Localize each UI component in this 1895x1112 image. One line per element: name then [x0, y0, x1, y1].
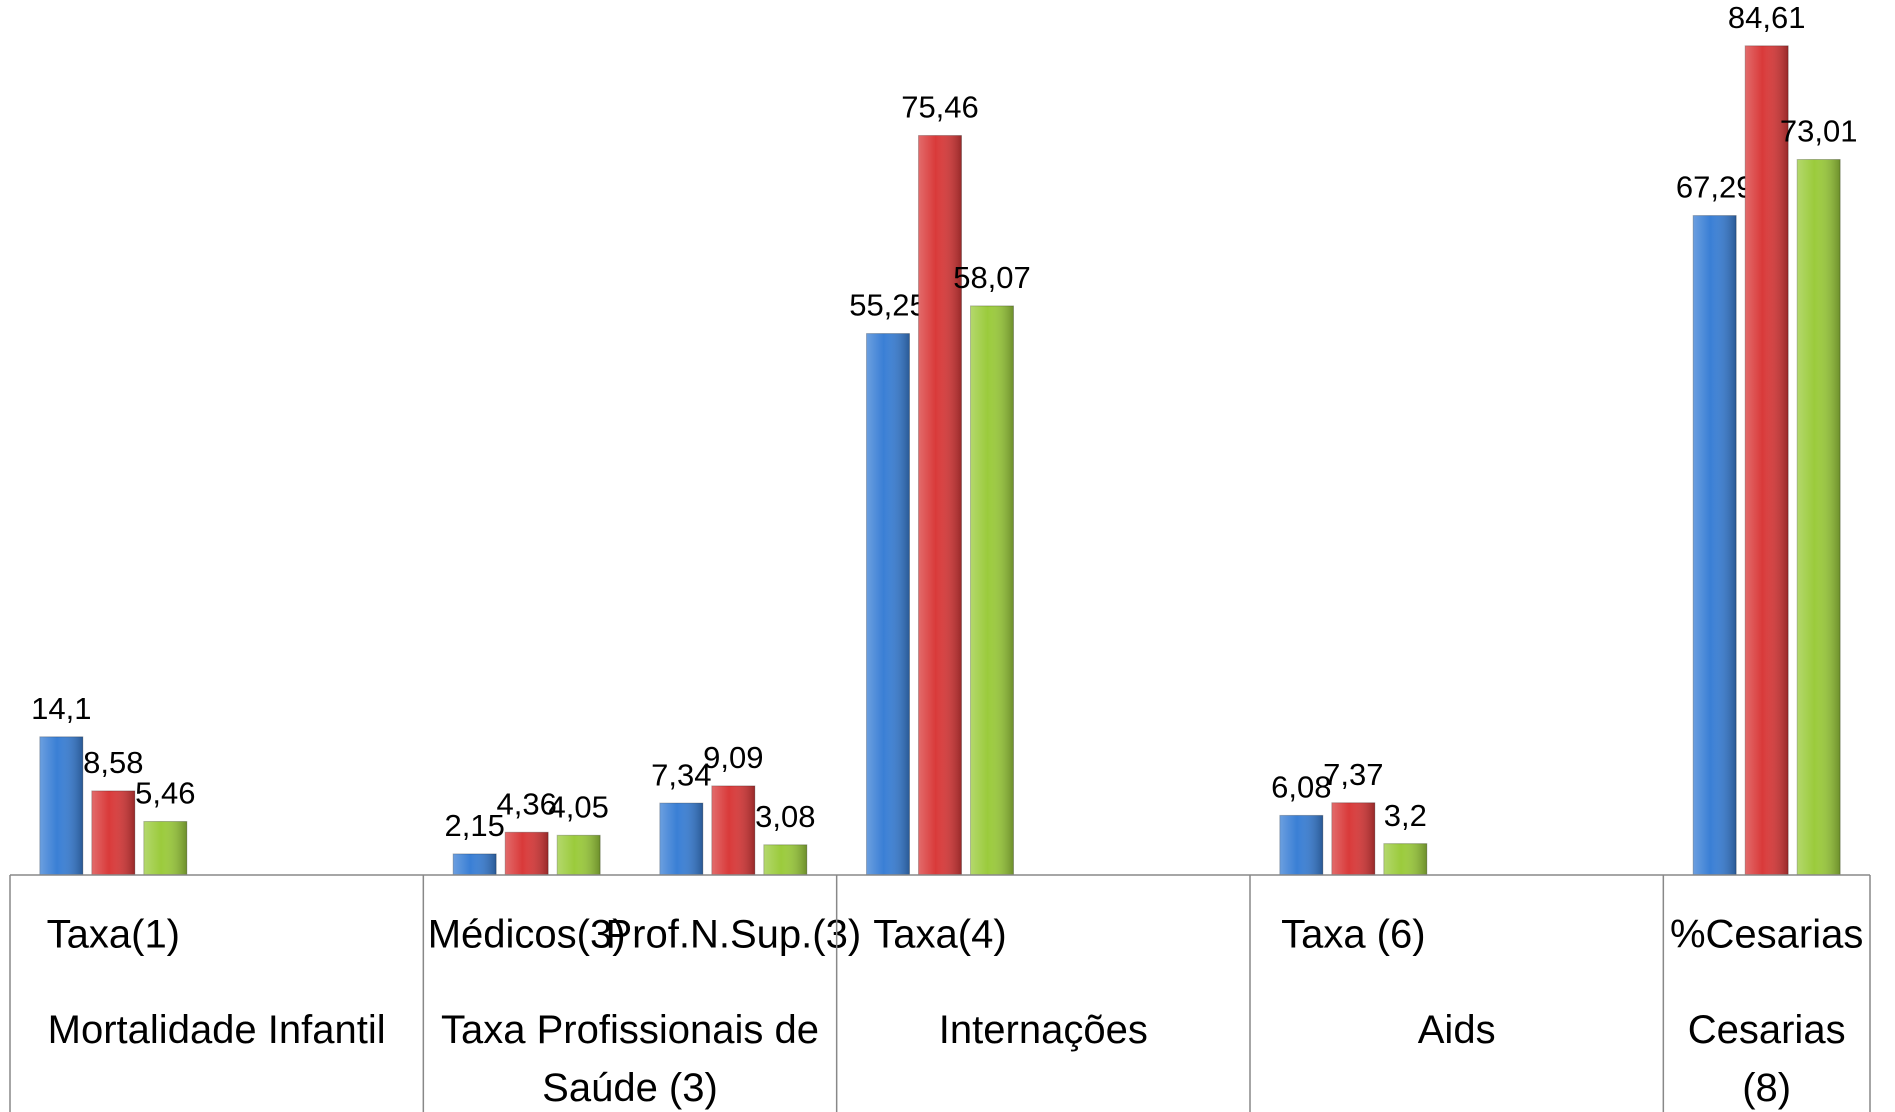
data-label: 55,25	[849, 288, 927, 323]
data-label: 5,46	[135, 776, 195, 811]
bar	[1744, 45, 1789, 876]
data-label: 8,58	[83, 745, 143, 780]
data-label: 3,2	[1384, 798, 1427, 833]
bar	[711, 785, 756, 876]
group-label: Mortalidade Infantil	[47, 1008, 386, 1052]
data-label: 75,46	[901, 90, 979, 125]
bar	[143, 820, 188, 876]
group-label: Taxa Profissionais de Saúde (3)	[441, 1008, 819, 1110]
bar	[866, 333, 910, 876]
bar	[452, 853, 497, 876]
x-tick-label: Médicos(3)	[428, 913, 626, 957]
data-label: 4,05	[548, 789, 608, 824]
bar	[1796, 159, 1841, 876]
data-label: 14,1	[31, 691, 91, 726]
group-label: Internações	[938, 1008, 1148, 1052]
bar	[504, 831, 549, 876]
x-tick-label: %Cesarias	[1670, 913, 1863, 957]
data-label: 7,37	[1323, 757, 1383, 792]
bar	[1331, 802, 1376, 876]
bar	[91, 790, 136, 876]
bar	[1383, 843, 1428, 876]
data-label: 84,61	[1728, 0, 1806, 35]
data-label: 6,08	[1271, 770, 1331, 805]
data-label: 7,34	[651, 757, 711, 792]
data-label: 2,15	[444, 808, 504, 843]
bar	[556, 834, 601, 876]
bar	[39, 736, 84, 876]
bar	[1692, 215, 1737, 876]
bar	[659, 802, 704, 876]
group-label: Cesarias (8)	[1687, 1008, 1846, 1110]
x-tick-label: Prof.N.Sup.(3)	[606, 913, 862, 957]
bar	[970, 305, 1014, 876]
x-tick-label: Taxa(1)	[47, 913, 180, 957]
data-label: 73,01	[1780, 114, 1858, 149]
data-label: 67,29	[1676, 170, 1754, 205]
x-tick-label: Taxa (6)	[1281, 913, 1426, 957]
data-label: 9,09	[703, 740, 763, 775]
x-tick-label: Taxa(4)	[873, 913, 1006, 957]
bar	[1279, 814, 1324, 876]
data-label: 4,36	[496, 786, 556, 821]
data-label: 3,08	[755, 799, 815, 834]
bar	[918, 134, 962, 876]
bar	[763, 844, 808, 876]
group-label: Aids	[1417, 1008, 1496, 1052]
data-label: 58,07	[953, 260, 1031, 295]
